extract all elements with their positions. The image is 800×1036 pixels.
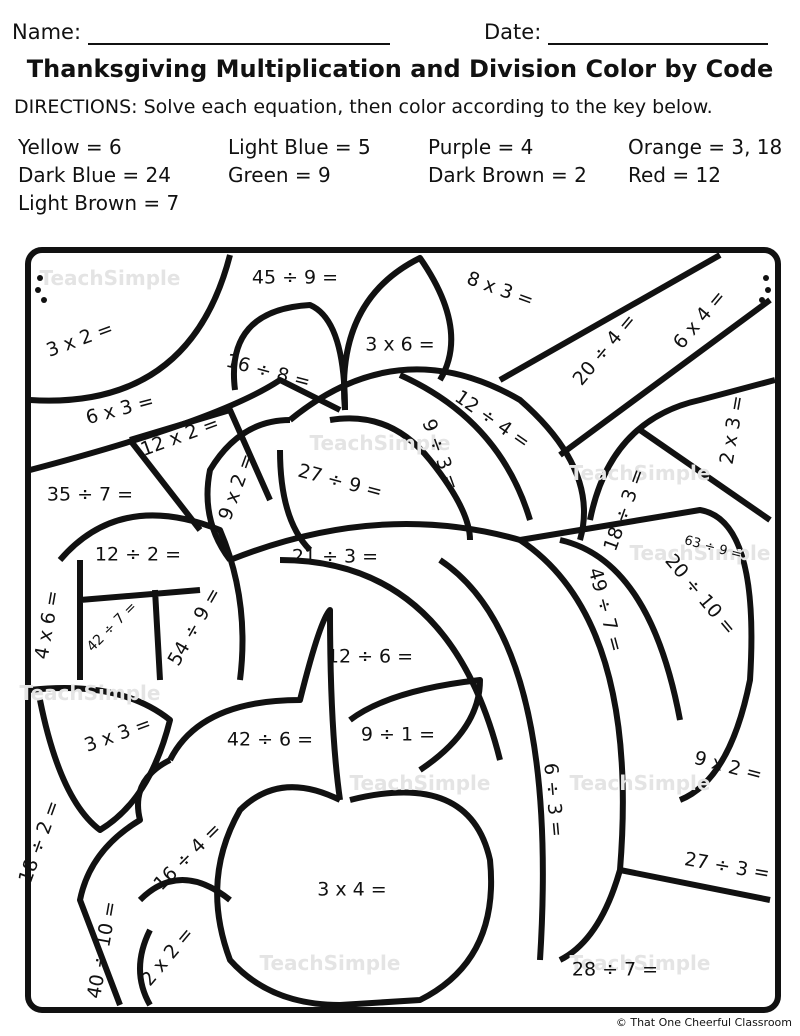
equation: 6 x 4 = (669, 286, 731, 353)
date-line (548, 43, 768, 45)
watermark: TeachSimple (260, 951, 401, 975)
equation: 12 ÷ 2 = (95, 544, 181, 566)
equation: 2 x 3 = (716, 394, 750, 466)
name-line (88, 43, 390, 45)
date-label: Date: (484, 20, 542, 44)
equation: 3 x 2 = (43, 317, 116, 361)
equation: 12 ÷ 6 = (327, 646, 413, 668)
key-item: Yellow = 6 (18, 135, 122, 159)
equation: 27 ÷ 9 = (296, 460, 385, 504)
directions: DIRECTIONS: Solve each equation, then co… (14, 96, 713, 118)
watermark: TeachSimple (310, 431, 451, 455)
key-item: Red = 12 (628, 163, 721, 187)
footer: © That One Cheerful Classroom (615, 1016, 792, 1029)
watermark: TeachSimple (570, 461, 711, 485)
key-item: Light Brown = 7 (18, 191, 180, 215)
key-item: Dark Brown = 2 (428, 163, 587, 187)
name-label: Name: (12, 20, 82, 44)
equation: 35 ÷ 7 = (47, 484, 133, 506)
watermark: TeachSimple (20, 681, 161, 705)
equation: 3 x 6 = (365, 334, 434, 356)
equation: 18 ÷ 2 = (14, 798, 64, 887)
equation: 4 x 6 = (31, 589, 65, 661)
equation: 28 ÷ 7 = (572, 959, 658, 981)
equation: 40 ÷ 10 = (83, 900, 122, 1001)
equation: 12 x 2 = (138, 412, 222, 461)
title: Thanksgiving Multiplication and Division… (26, 55, 774, 83)
equation: 3 x 3 = (81, 712, 154, 756)
key-item: Purple = 4 (428, 135, 534, 159)
watermark: TeachSimple (570, 771, 711, 795)
equation: 42 ÷ 6 = (227, 729, 313, 751)
watermark: TeachSimple (40, 266, 181, 290)
equation: 45 ÷ 9 = (252, 267, 338, 289)
equation: 54 ÷ 9 = (163, 584, 225, 670)
equation: 21 ÷ 3 = (292, 546, 378, 568)
equation: 8 x 3 = (464, 267, 537, 311)
watermark: TeachSimple (630, 541, 771, 565)
watermark: TeachSimple (350, 771, 491, 795)
key-item: Green = 9 (228, 163, 331, 187)
equation: 27 ÷ 3 = (683, 848, 772, 885)
equation: 42 ÷ 7 = (84, 599, 140, 655)
equation: 9 x 2 = (214, 450, 258, 523)
key-item: Light Blue = 5 (228, 135, 371, 159)
key-item: Dark Blue = 24 (18, 163, 171, 187)
key-item: Orange = 3, 18 (628, 135, 783, 159)
equation: 3 x 4 = (317, 879, 386, 901)
watermark: TeachSimple (570, 951, 711, 975)
equation: 9 ÷ 1 = (361, 724, 435, 746)
